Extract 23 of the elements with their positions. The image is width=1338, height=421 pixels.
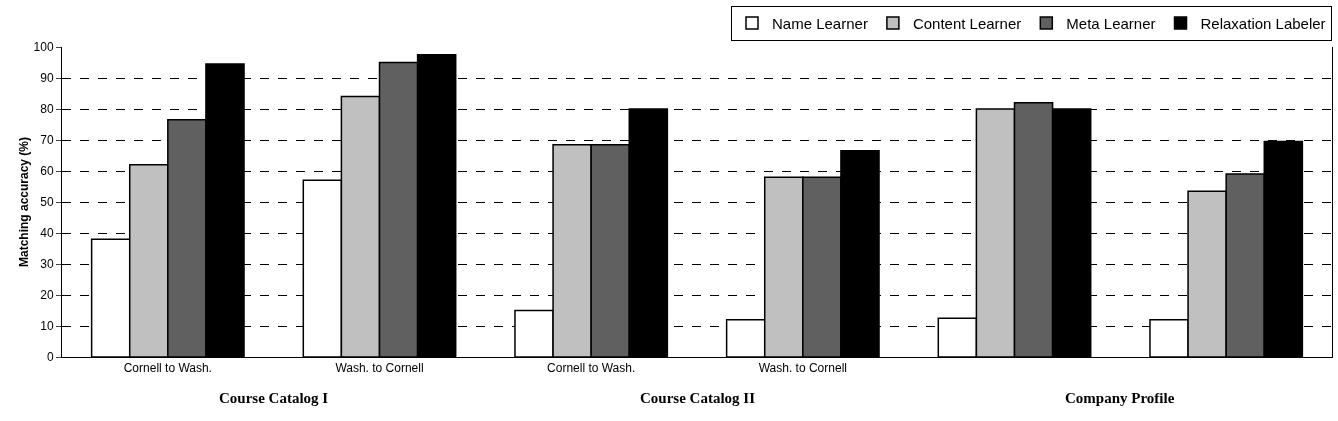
y-axis-title: Matching accuracy (%) (17, 136, 31, 268)
x-tick-label: Wash. to Cornell (758, 361, 847, 376)
text: Course Catalog II (640, 390, 756, 406)
x-tick-label: Cornell to Wash. (123, 361, 212, 376)
x-tick-label: Cornell to Wash. (547, 361, 636, 376)
legend-label: Meta Learner (1066, 14, 1156, 32)
text: Course Catalog I (219, 390, 329, 406)
x-tick-label: Wash. to Cornell (335, 361, 424, 376)
y-tick-label: 40 (40, 226, 54, 241)
y-tick-label: 80 (40, 102, 54, 117)
y-tick-label: 50 (40, 195, 54, 210)
y-tick-label: 10 (40, 319, 54, 334)
y-tick-label: 20 (40, 288, 54, 303)
y-tick-label: 90 (40, 71, 54, 86)
y-tick-label: 0 (46, 350, 54, 365)
legend-label: Relaxation Labeler (1200, 14, 1326, 32)
text: Company Profile (1065, 390, 1175, 406)
legend-label: Name Learner (772, 14, 868, 32)
y-tick-label: 60 (40, 164, 54, 179)
y-tick-label: 100 (33, 40, 54, 55)
y-tick-label: 30 (40, 257, 54, 272)
legend-label: Content Learner (912, 14, 1022, 32)
y-tick-label: 70 (40, 133, 54, 148)
